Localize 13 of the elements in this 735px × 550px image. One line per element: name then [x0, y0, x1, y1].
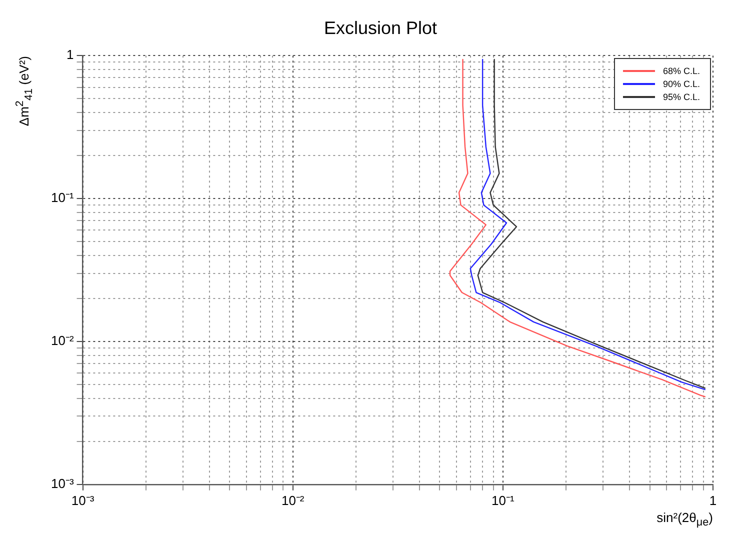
legend-label: 95% C.L. — [662, 92, 700, 102]
x-tick-label: 10⁻¹ — [492, 492, 515, 508]
x-tick-label: 10⁻³ — [71, 492, 95, 508]
x-tick-label: 1 — [709, 492, 717, 508]
legend-label: 68% C.L. — [662, 66, 700, 76]
x-axis-title: sin²(2θ$_{μe}$) — [656, 510, 713, 529]
x-tick-label: 10⁻² — [281, 492, 305, 508]
chart-title: Exclusion Plot — [324, 18, 438, 38]
y-tick-label: 1 — [66, 47, 74, 62]
legend-label: 90% C.L. — [662, 78, 700, 89]
y-tick-label: 10⁻² — [50, 333, 74, 348]
y-tick-label: 10⁻³ — [50, 476, 74, 491]
y-tick-label: 10⁻¹ — [50, 190, 74, 206]
